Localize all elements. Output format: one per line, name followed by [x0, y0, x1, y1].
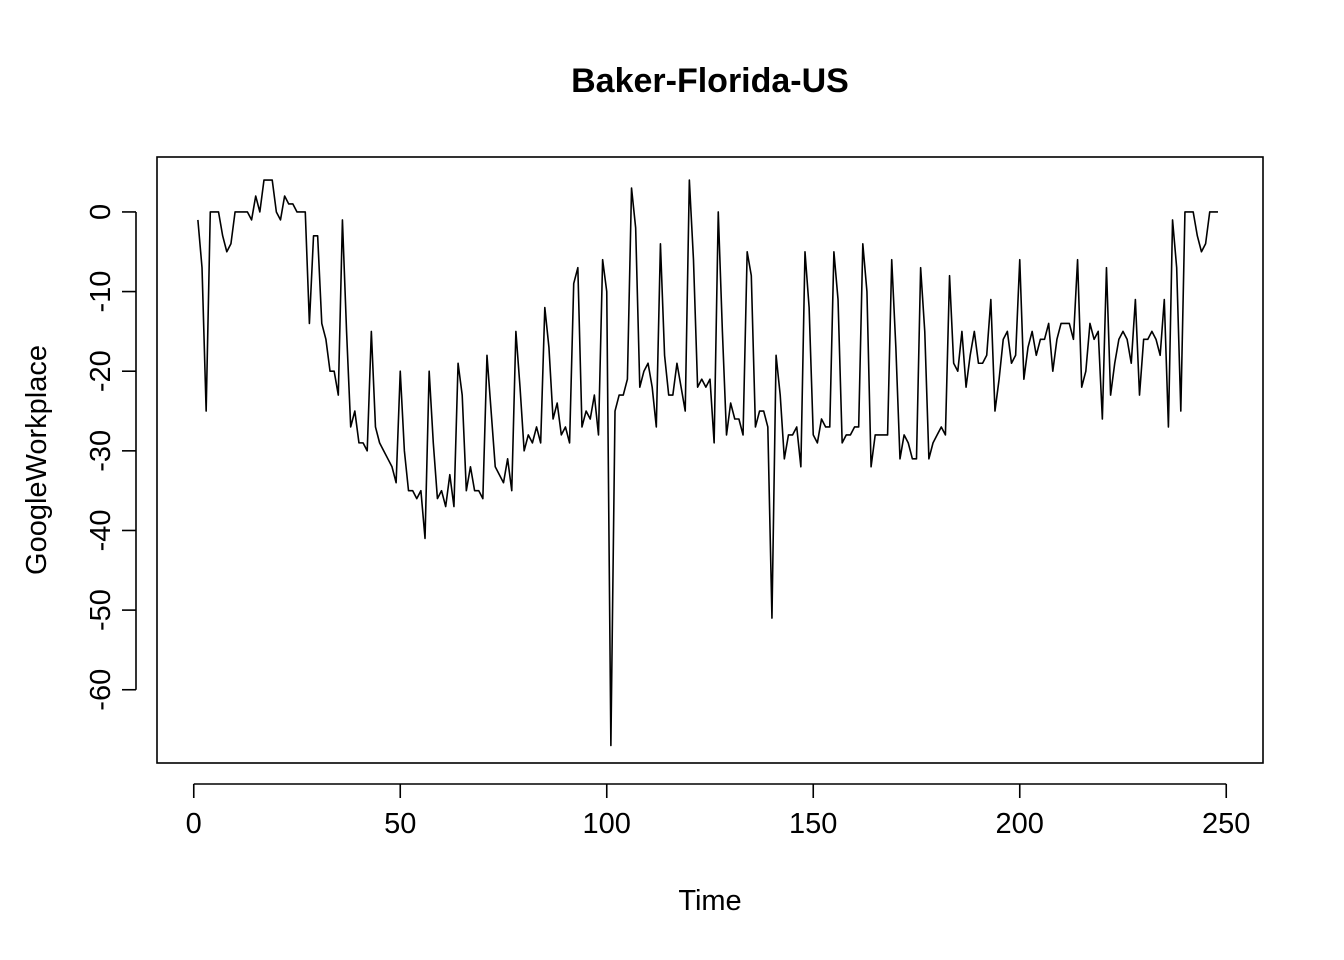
x-tick-label: 150	[789, 808, 837, 840]
x-axis-label: Time	[678, 885, 741, 917]
series-group	[197, 179, 1218, 747]
y-tick-label: -40	[85, 510, 117, 552]
x-tick-label: 250	[1202, 808, 1250, 840]
plot-frame	[156, 156, 1264, 764]
x-tick-label: 0	[186, 808, 202, 840]
y-tick-label: 0	[85, 204, 117, 220]
y-tick-label: -20	[85, 350, 117, 392]
x-axis: 0 50 100 150 200 250	[186, 783, 1250, 840]
y-tick-label: -50	[85, 589, 117, 631]
y-axis-label: GoogleWorkplace	[21, 345, 53, 575]
y-tick-label: -30	[85, 430, 117, 472]
x-tick-label: 200	[996, 808, 1044, 840]
y-tick-label: -10	[85, 271, 117, 313]
x-tick-label: 50	[384, 808, 416, 840]
y-axis: 0 -10 -20 -30 -40 -50 -60	[85, 204, 137, 711]
y-tick-label: -60	[85, 669, 117, 711]
series-line	[197, 179, 1218, 747]
x-tick-label: 100	[583, 808, 631, 840]
chart-title: Baker-Florida-US	[571, 62, 849, 100]
